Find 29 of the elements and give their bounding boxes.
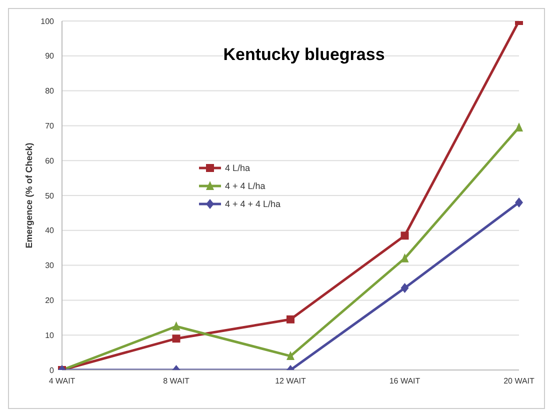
point [172,334,180,343]
x-tick-label: 4 WAIT [48,376,76,386]
y-tick-label: 30 [45,261,55,270]
y-tick-label: 90 [45,52,55,61]
x-tick-label: 20 WAIT [504,376,535,386]
x-tick-label: 12 WAIT [275,376,306,386]
point [400,282,409,293]
y-axis-title: Emergence (% of Check) [24,142,34,248]
y-tick-label: 70 [45,122,55,131]
legend-label: 4 + 4 L/ha [225,181,266,191]
point [286,315,294,324]
y-tick-label: 50 [45,191,55,200]
x-tick-label: 8 WAIT [163,376,190,386]
y-tick-label: 20 [45,296,55,306]
y-tick-label: 40 [45,226,55,236]
y-tick-label: 0 [50,366,55,375]
point [400,253,409,262]
point [286,351,294,360]
y-tick-label: 10 [45,330,55,340]
text: Kentucky bluegrass [223,45,385,64]
y-tick-label: 60 [45,156,55,166]
point [172,321,180,330]
x-tick-label: 16 WAIT [389,376,420,386]
legend-label: 4 L/ha [225,163,250,173]
point [515,197,523,208]
y-tick-label: 80 [45,86,55,96]
legend-label: 4 + 4 + 4 L/ha [225,199,281,209]
y-tick-label: 100 [40,16,55,26]
point [400,232,409,240]
